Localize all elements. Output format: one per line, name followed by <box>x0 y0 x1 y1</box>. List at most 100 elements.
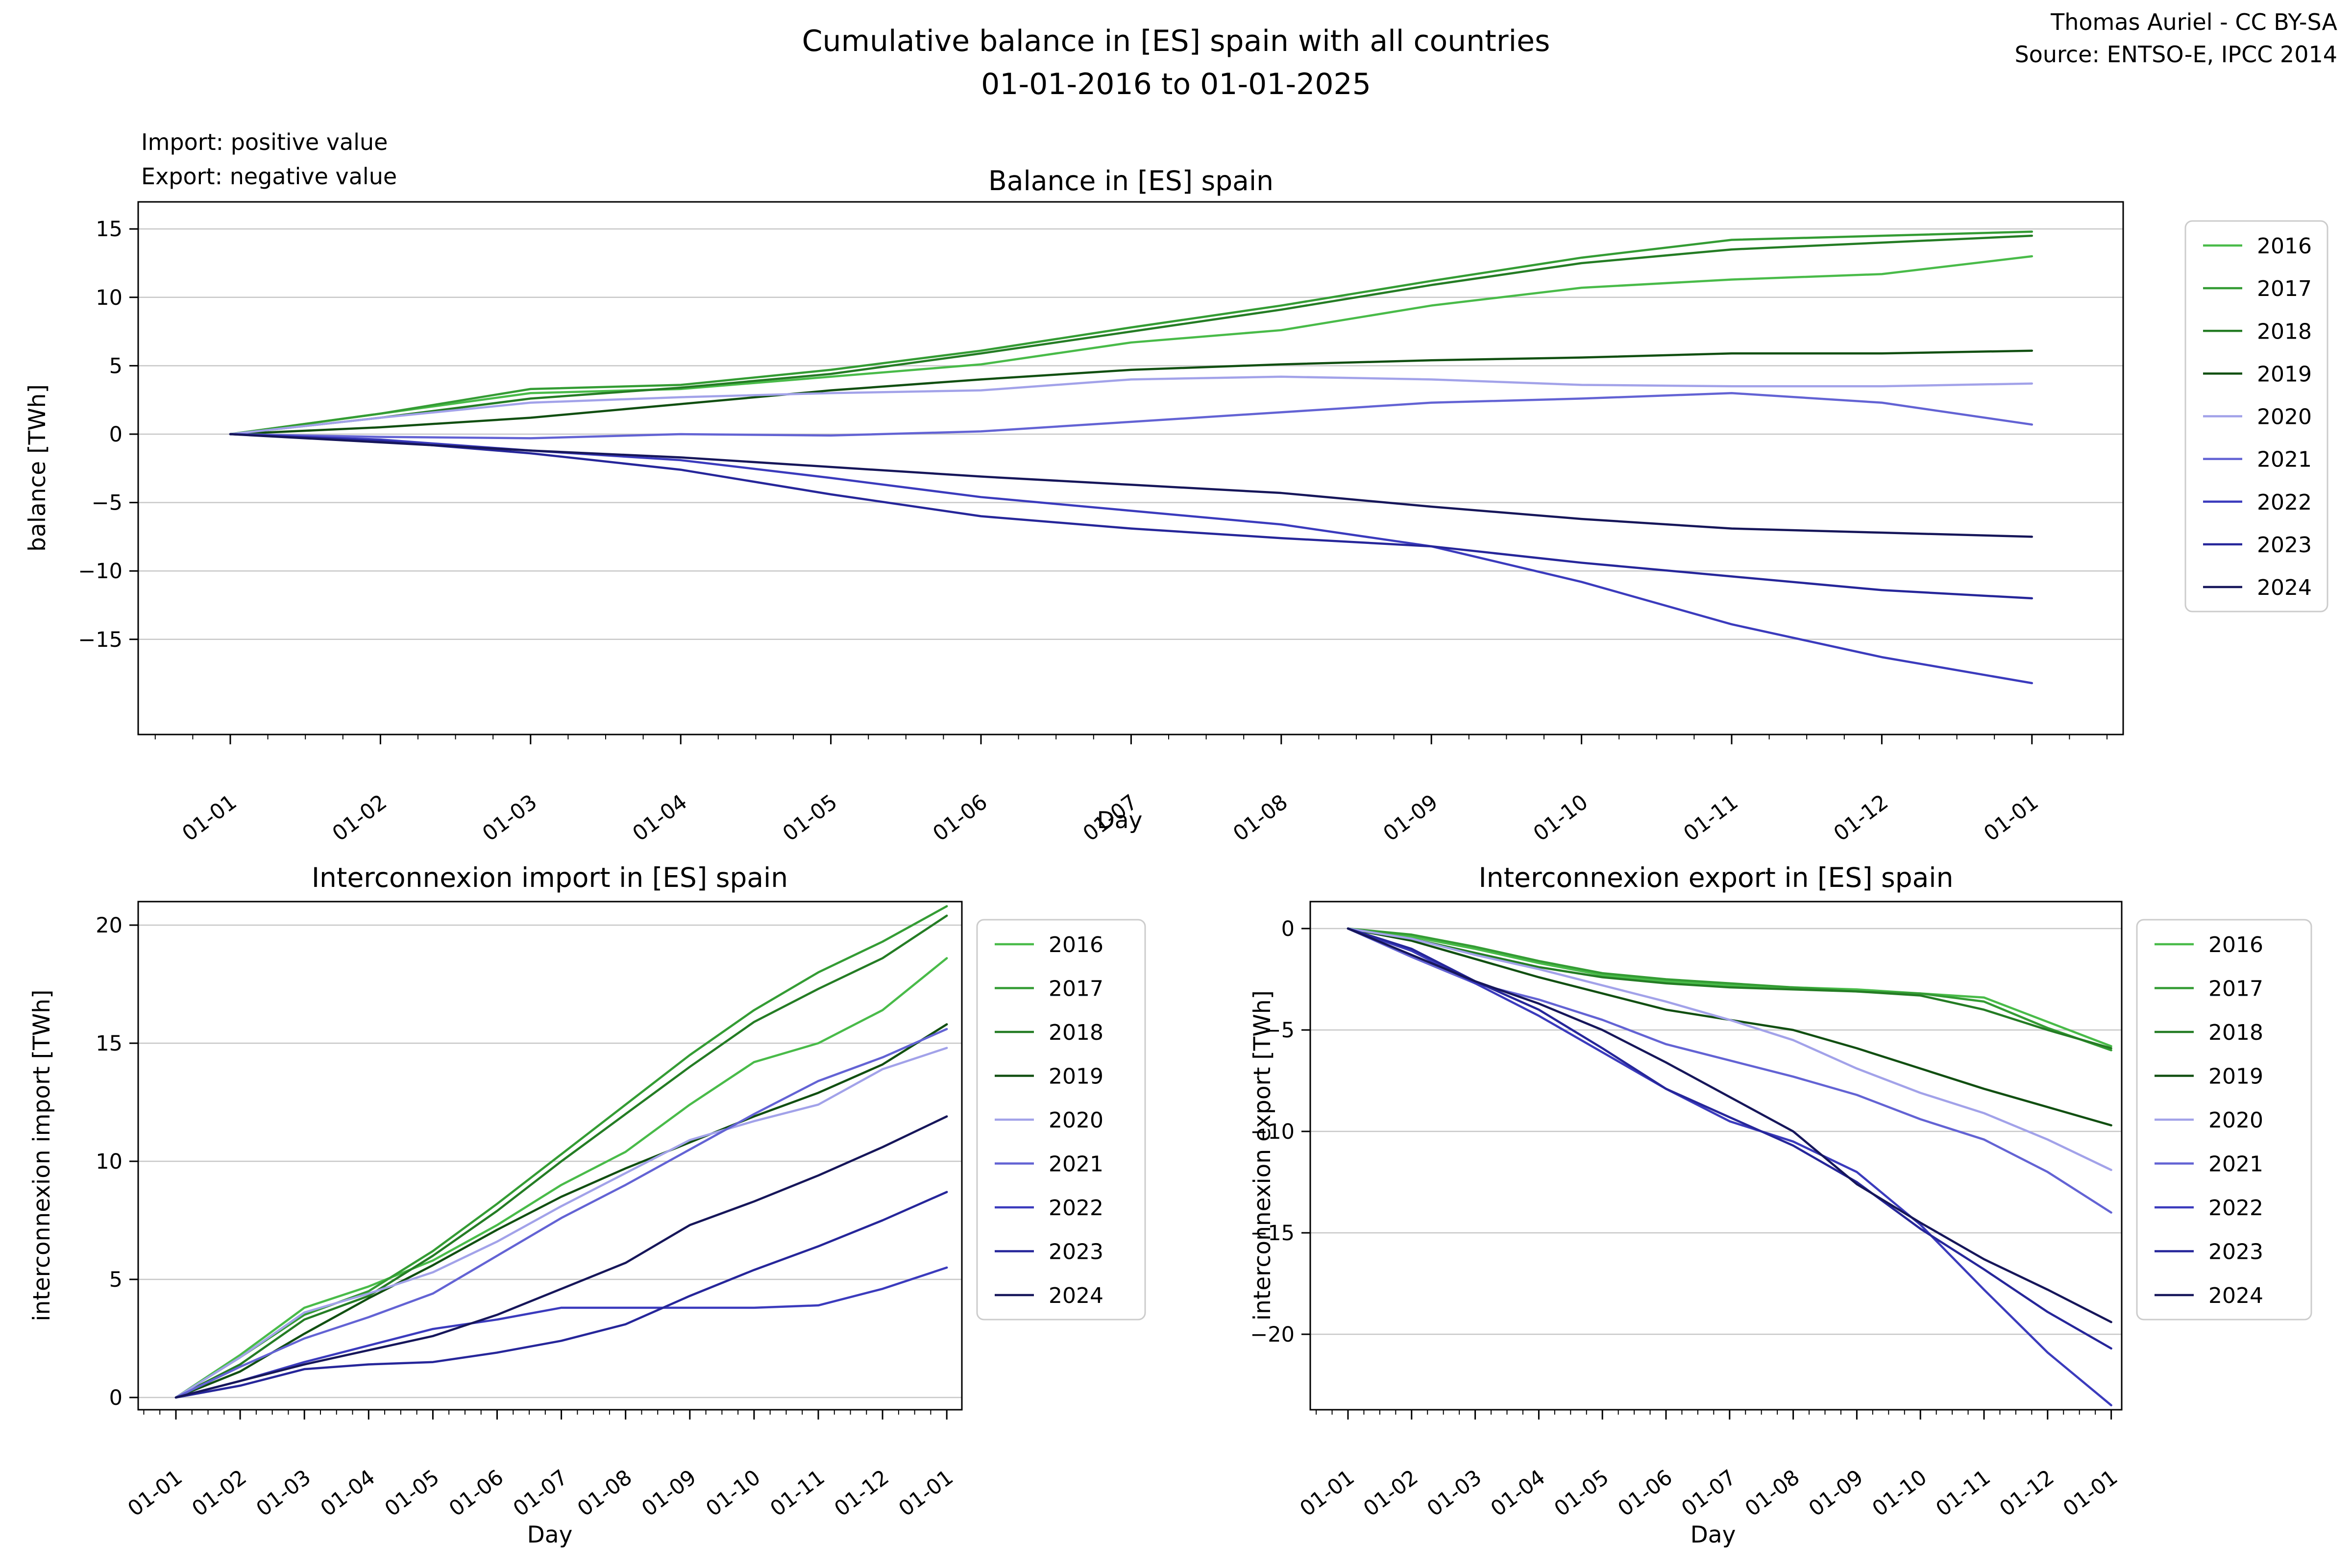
y-tick-label: 0 <box>109 1386 122 1410</box>
import-title: Interconnexion import in [ES] spain <box>312 862 788 893</box>
legend-label: 2024 <box>2257 575 2312 600</box>
legend-item-2020: 2020 <box>995 1108 1103 1133</box>
export-y-axis: 0 −5 −10 −15 −20 <box>1250 917 1310 1347</box>
legend-label: 2018 <box>2208 1020 2263 1045</box>
balance-yaxis-label: balance [TWh] <box>24 384 51 552</box>
y-tick-label: 10 <box>96 286 122 310</box>
y-tick-label: −20 <box>1250 1323 1295 1347</box>
legend-box <box>2184 220 2328 612</box>
y-tick-label: −5 <box>1264 1018 1295 1043</box>
import-yaxis-label: interconnexion import [TWh] <box>28 990 55 1322</box>
legend-label: 2016 <box>1049 932 1103 957</box>
figure-title-line1: Cumulative balance in [ES] spain with al… <box>802 24 1550 58</box>
series-line-2020 <box>1347 927 2112 1171</box>
legend-item-2022: 2022 <box>995 1196 1103 1221</box>
legend-label: 2023 <box>1049 1240 1103 1265</box>
legend-label: 2023 <box>2257 533 2312 558</box>
legend-label: 2021 <box>2257 447 2312 472</box>
y-tick-label: −15 <box>78 628 122 652</box>
series-line-2021 <box>174 1028 948 1399</box>
series-line-2016 <box>174 957 948 1399</box>
legend-item-2016: 2016 <box>995 932 1103 957</box>
legend-label: 2018 <box>1049 1020 1103 1045</box>
x-tick-label: 01-12 <box>1995 1465 2059 1521</box>
legend-label: 2024 <box>2208 1283 2263 1308</box>
legend-item-2024: 2024 <box>2155 1283 2263 1308</box>
attribution-source: Source: ENTSO-E, IPCC 2014 <box>2014 41 2337 68</box>
balance-legend: 2016 2017 2018 2019 2020 2021 2022 2023 2024 <box>2184 220 2328 612</box>
legend-label: 2017 <box>1049 977 1103 1002</box>
y-tick-label: −10 <box>78 559 122 584</box>
series-line-2024 <box>229 433 2034 538</box>
attribution-author: Thomas Auriel - CC BY-SA <box>2051 9 2337 35</box>
series-line-2018 <box>229 234 2034 436</box>
legend-box <box>2136 919 2312 1321</box>
series-line-2023 <box>1347 927 2112 1350</box>
export-title: Interconnexion export in [ES] spain <box>1479 862 1954 893</box>
balance-series <box>229 230 2034 685</box>
legend-item-2019: 2019 <box>2155 1064 2263 1089</box>
series-line-2018 <box>174 914 948 1399</box>
export-gridlines <box>1310 928 2122 1335</box>
legend-label: 2016 <box>2208 932 2263 957</box>
series-line-2024 <box>174 1115 948 1399</box>
x-tick-label: 01-08 <box>1740 1465 1804 1521</box>
legend-item-2021: 2021 <box>995 1152 1103 1177</box>
y-tick-label: 10 <box>96 1150 122 1174</box>
series-line-2020 <box>174 1047 948 1399</box>
y-tick-label: 0 <box>109 422 122 447</box>
export-plot-border <box>1309 901 2123 1411</box>
export-xaxis-label: Day <box>1690 1521 1736 1548</box>
export-series <box>1347 927 2112 1407</box>
import-gridlines <box>138 924 962 1398</box>
legend-label: 2021 <box>1049 1152 1103 1177</box>
legend-item-2021: 2021 <box>2203 447 2312 472</box>
legend-label: 2020 <box>1049 1108 1103 1133</box>
import-y-axis: 20 15 10 5 0 <box>96 913 138 1410</box>
import-legend: 2016 2017 2018 2019 2020 2021 2022 2023 2024 <box>976 919 1146 1321</box>
x-tick-label: 01-01 <box>2058 1465 2122 1521</box>
series-line-2021 <box>229 392 2034 440</box>
legend-item-2024: 2024 <box>2203 575 2312 600</box>
x-tick-label: 01-10 <box>1868 1465 1932 1521</box>
balance-xaxis-label: Day <box>1097 807 1143 834</box>
legend-item-2020: 2020 <box>2203 405 2312 430</box>
y-tick-label: −5 <box>92 491 122 515</box>
y-tick-label: 0 <box>1281 917 1295 941</box>
import-series <box>174 905 948 1399</box>
figure-title-line2: 01-01-2016 to 01-01-2025 <box>981 67 1371 101</box>
x-tick-label: 01-01 <box>1296 1465 1359 1521</box>
legend-item-2018: 2018 <box>2203 319 2312 344</box>
legend-item-2017: 2017 <box>2203 276 2312 301</box>
sign-convention-note: Import: positive value Export: negative … <box>141 125 397 194</box>
series-line-2020 <box>229 375 2034 436</box>
legend-label: 2018 <box>2257 319 2312 344</box>
legend-item-2021: 2021 <box>2155 1152 2263 1177</box>
attribution: Thomas Auriel - CC BY-SA Source: ENTSO-E… <box>2014 6 2337 71</box>
note-export-line: Export: negative value <box>141 163 397 190</box>
legend-item-2022: 2022 <box>2155 1196 2263 1221</box>
export-legend: 2016 2017 2018 2019 2020 2021 2022 2023 2024 <box>2136 919 2312 1321</box>
legend-label: 2017 <box>2257 276 2312 301</box>
legend-item-2022: 2022 <box>2203 490 2312 515</box>
series-line-2022 <box>1347 927 2112 1407</box>
x-tick-label: 01-11 <box>1932 1465 1995 1521</box>
legend-label: 2019 <box>2208 1064 2263 1089</box>
series-line-2016 <box>1347 927 2112 1048</box>
y-tick-label: 5 <box>109 1268 122 1292</box>
x-tick-label: 01-07 <box>1677 1465 1741 1521</box>
series-line-2024 <box>1347 927 2112 1323</box>
y-tick-label: 20 <box>96 913 122 938</box>
legend-label: 2016 <box>2257 234 2312 259</box>
legend-label: 2017 <box>2208 977 2263 1002</box>
x-tick-label: 01-09 <box>1804 1465 1868 1521</box>
legend-item-2018: 2018 <box>2155 1020 2263 1045</box>
y-tick-label: −10 <box>1250 1120 1295 1144</box>
legend-label: 2022 <box>1049 1196 1103 1221</box>
note-import-line: Import: positive value <box>141 129 388 155</box>
x-tick-label: 01-02 <box>1359 1465 1423 1521</box>
x-tick-label: 01-05 <box>1550 1465 1614 1521</box>
figure-title: Cumulative balance in [ES] spain with al… <box>0 20 2352 106</box>
